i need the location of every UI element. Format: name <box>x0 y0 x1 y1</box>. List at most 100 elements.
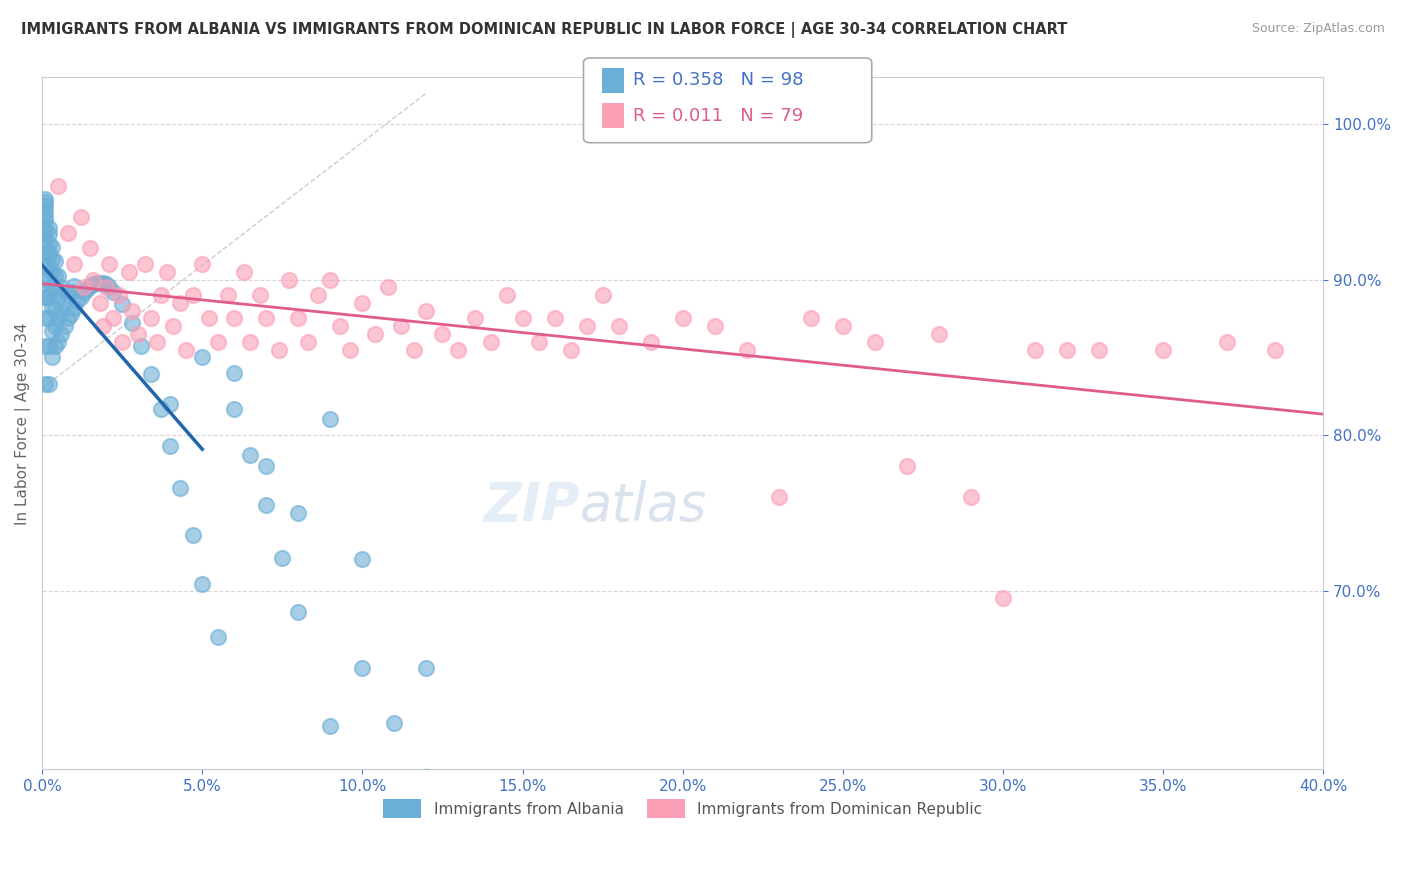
Point <box>34 311 56 326</box>
Point <box>181 527 204 541</box>
Point <box>249 288 271 302</box>
Point <box>377 280 399 294</box>
Point <box>34 236 56 251</box>
Point <box>169 481 191 495</box>
Point <box>34 221 56 235</box>
Point <box>111 334 134 349</box>
Point <box>159 397 181 411</box>
Point <box>174 343 197 357</box>
Point <box>402 343 425 357</box>
Point <box>254 498 277 512</box>
Point <box>44 253 66 268</box>
Point <box>34 213 56 227</box>
Point <box>672 311 695 326</box>
Point <box>389 319 412 334</box>
Point <box>207 630 229 644</box>
Point <box>34 290 56 304</box>
Point <box>560 343 582 357</box>
Point <box>44 301 66 315</box>
Point <box>41 252 63 267</box>
Point <box>91 319 114 334</box>
Point <box>44 268 66 282</box>
Point <box>38 339 60 353</box>
Point <box>352 552 374 566</box>
Point <box>76 282 98 296</box>
Point <box>38 311 60 326</box>
Point <box>34 246 56 260</box>
Point <box>38 272 60 286</box>
Point <box>447 343 470 357</box>
Point <box>463 311 485 326</box>
Point <box>352 296 374 310</box>
Point <box>543 311 565 326</box>
Point <box>53 319 76 334</box>
Point <box>51 326 73 341</box>
Y-axis label: In Labor Force | Age 30-34: In Labor Force | Age 30-34 <box>15 322 31 524</box>
Point <box>121 303 143 318</box>
Point <box>51 280 73 294</box>
Point <box>38 246 60 260</box>
Point <box>96 277 118 292</box>
Point <box>63 301 86 315</box>
Point <box>232 265 254 279</box>
Point <box>319 412 342 426</box>
Text: IMMIGRANTS FROM ALBANIA VS IMMIGRANTS FROM DOMINICAN REPUBLIC IN LABOR FORCE | A: IMMIGRANTS FROM ALBANIA VS IMMIGRANTS FR… <box>21 22 1067 38</box>
Point <box>59 285 82 299</box>
Point <box>287 506 309 520</box>
Point <box>41 265 63 279</box>
Point <box>575 319 598 334</box>
Point <box>495 288 517 302</box>
Point <box>134 257 156 271</box>
Point <box>51 303 73 318</box>
Point <box>271 550 294 565</box>
Point <box>108 288 131 302</box>
Point <box>224 311 246 326</box>
Point <box>73 280 96 294</box>
Point <box>512 311 534 326</box>
Point <box>82 272 104 286</box>
Point <box>41 351 63 365</box>
Point <box>34 192 56 206</box>
Point <box>224 366 246 380</box>
Point <box>38 376 60 391</box>
Point <box>56 288 79 302</box>
Point <box>63 278 86 293</box>
Point <box>46 290 69 304</box>
Point <box>73 285 96 299</box>
Point <box>319 272 342 286</box>
Point <box>181 288 204 302</box>
Point <box>863 334 886 349</box>
Point <box>527 334 550 349</box>
Point <box>352 661 374 675</box>
Point <box>139 368 162 382</box>
Point <box>34 227 56 242</box>
Point <box>339 343 361 357</box>
Legend: Immigrants from Albania, Immigrants from Dominican Republic: Immigrants from Albania, Immigrants from… <box>377 793 988 824</box>
Point <box>86 276 108 290</box>
Point <box>34 246 56 260</box>
Point <box>127 326 149 341</box>
Point <box>34 339 56 353</box>
Point <box>139 311 162 326</box>
Point <box>169 296 191 310</box>
Point <box>91 276 114 290</box>
Text: ZIP: ZIP <box>484 481 581 533</box>
Point <box>896 459 918 474</box>
Point <box>197 311 219 326</box>
Point <box>191 257 214 271</box>
Point <box>415 661 437 675</box>
Point <box>149 288 172 302</box>
Point <box>384 715 406 730</box>
Point <box>415 770 437 784</box>
Point <box>46 179 69 194</box>
Text: R = 0.358   N = 98: R = 0.358 N = 98 <box>633 71 803 89</box>
Point <box>63 257 86 271</box>
Point <box>831 319 853 334</box>
Point <box>191 577 214 591</box>
Point <box>960 490 983 504</box>
Text: atlas: atlas <box>581 481 707 533</box>
Point <box>34 209 56 223</box>
Point <box>44 319 66 334</box>
Point <box>592 288 614 302</box>
Point <box>89 296 111 310</box>
